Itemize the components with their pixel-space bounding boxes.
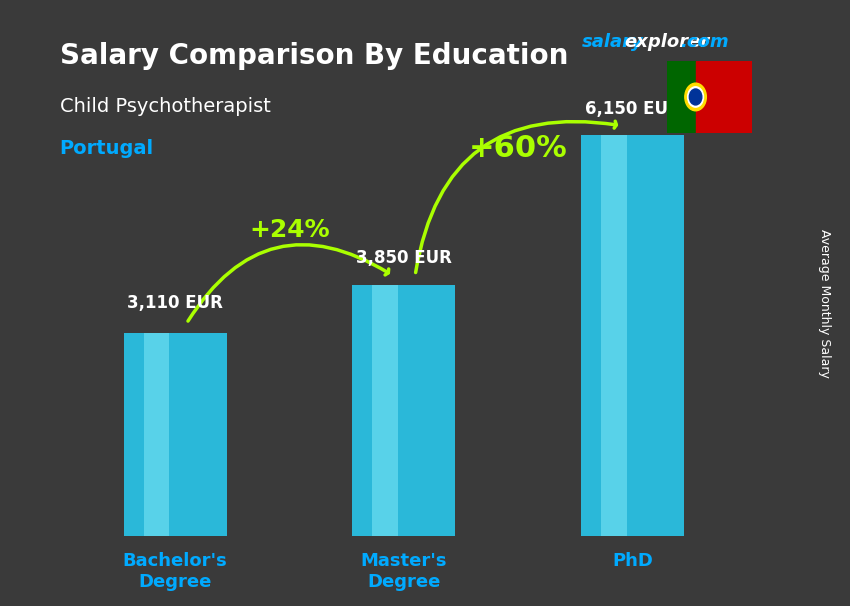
Bar: [352, 285, 456, 536]
Bar: [667, 61, 695, 133]
Bar: [123, 333, 227, 536]
Text: Portugal: Portugal: [60, 139, 154, 158]
Circle shape: [689, 89, 702, 105]
Bar: [144, 333, 169, 536]
Text: 3,850 EUR: 3,850 EUR: [356, 249, 451, 267]
Bar: [695, 61, 752, 133]
Text: Average Monthly Salary: Average Monthly Salary: [818, 228, 831, 378]
Text: +60%: +60%: [468, 134, 568, 163]
Text: 6,150 EUR: 6,150 EUR: [585, 101, 680, 118]
Circle shape: [685, 83, 706, 111]
Bar: [372, 285, 398, 536]
Text: .com: .com: [680, 33, 728, 52]
Circle shape: [688, 87, 704, 107]
Bar: [581, 135, 684, 536]
Bar: [601, 135, 626, 536]
Text: Salary Comparison By Education: Salary Comparison By Education: [60, 42, 568, 70]
Text: +24%: +24%: [249, 218, 330, 242]
Text: 3,110 EUR: 3,110 EUR: [128, 295, 223, 312]
Text: explorer: explorer: [624, 33, 709, 52]
Text: salary: salary: [582, 33, 644, 52]
Text: Child Psychotherapist: Child Psychotherapist: [60, 97, 270, 116]
